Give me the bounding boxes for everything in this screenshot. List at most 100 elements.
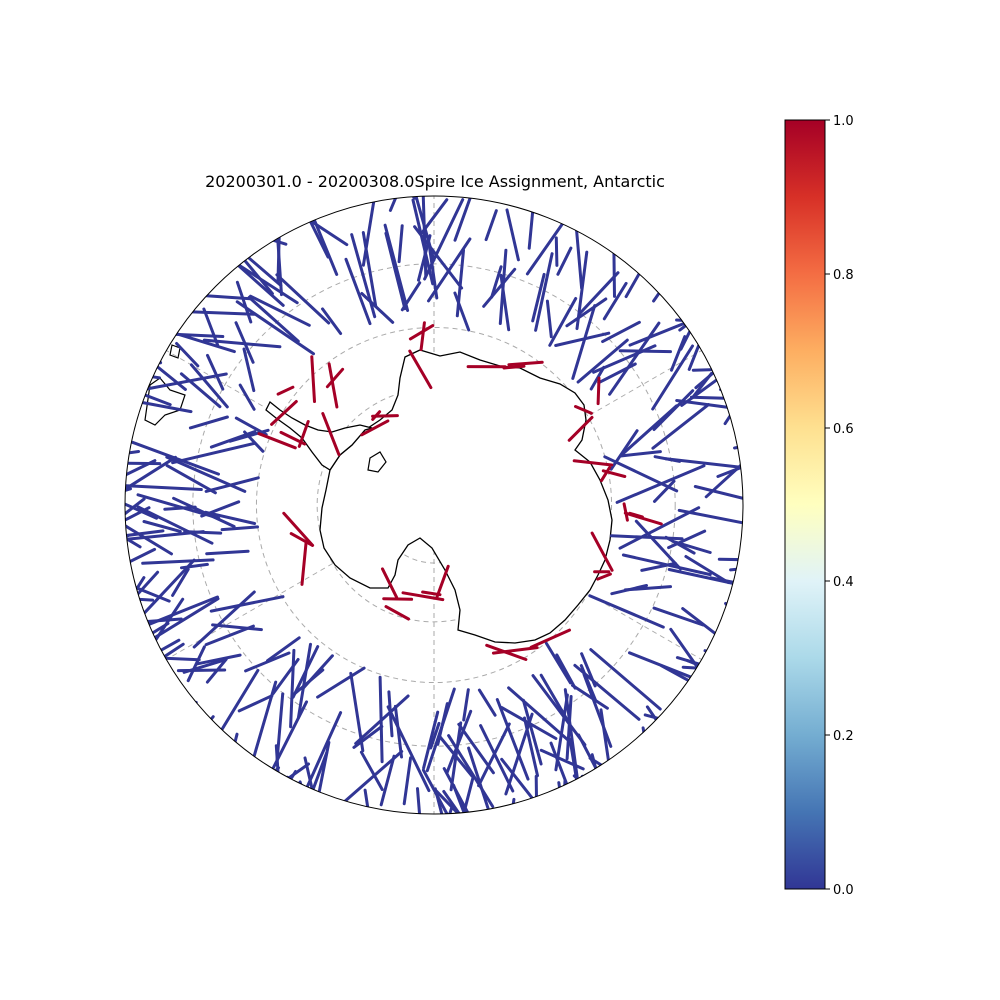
ocean-track (125, 642, 185, 697)
ice-track (382, 597, 414, 601)
ocean-track (693, 485, 743, 509)
ocean-track (354, 694, 410, 745)
ocean-track (621, 553, 712, 577)
ocean-track (523, 716, 539, 778)
ocean-track (171, 567, 190, 597)
ocean-track (557, 781, 568, 814)
ocean-track (182, 658, 226, 674)
ocean-track (361, 231, 378, 308)
ocean-track (453, 196, 484, 242)
ocean-track (386, 705, 431, 793)
ice-track (257, 432, 297, 450)
ocean-track (539, 748, 585, 771)
ocean-track (321, 307, 343, 335)
ocean-track (402, 756, 413, 806)
ice-track (408, 349, 433, 390)
ocean-track (505, 208, 520, 262)
ocean-track (275, 273, 331, 325)
ocean-track (573, 663, 641, 721)
ice-track (628, 511, 644, 519)
ocean-track (142, 520, 182, 533)
ocean-track (237, 694, 274, 713)
ocean-track (55, 471, 119, 515)
ice-track (371, 410, 382, 421)
ocean-track (136, 505, 214, 545)
ocean-track (125, 534, 130, 543)
ocean-track (593, 773, 676, 802)
ocean-track (544, 641, 572, 685)
ocean-track (554, 236, 559, 267)
ice-track (491, 646, 539, 655)
ocean-track (559, 779, 567, 814)
ocean-track (397, 224, 404, 264)
ice-track (279, 430, 307, 446)
ocean-track (125, 500, 159, 520)
ocean-track (234, 321, 255, 364)
ocean-track (576, 338, 629, 384)
ocean-track (189, 363, 229, 409)
ice-track (572, 459, 614, 467)
ocean-track (125, 455, 177, 504)
ocean-track (467, 746, 497, 814)
ocean-track (677, 508, 743, 529)
ice-track (419, 321, 426, 352)
ocean-track (490, 265, 503, 299)
ocean-track (670, 335, 687, 372)
ocean-track (206, 353, 225, 391)
ocean-track (442, 767, 477, 814)
ice-track (502, 364, 526, 370)
ice-track (408, 324, 435, 341)
ocean-track (521, 698, 543, 766)
ice-track (310, 355, 316, 403)
ocean-track (266, 636, 301, 663)
ocean-track (479, 724, 515, 793)
island-coast-2 (169, 344, 181, 359)
ocean-track (484, 209, 498, 242)
ocean-track (175, 342, 200, 368)
ocean-track (557, 801, 562, 814)
ocean-track (421, 768, 466, 814)
ice-track (507, 360, 544, 367)
ocean-track (363, 788, 379, 814)
ocean-track (205, 657, 228, 684)
colorbar-tick-label: 0.2 (833, 729, 854, 744)
ocean-track (691, 367, 743, 372)
ocean-track (651, 344, 694, 411)
ocean-track (249, 294, 311, 327)
ice-shelf-lobe (367, 451, 387, 473)
ocean-track (565, 695, 573, 761)
chart-title: 20200301.0 - 20200308.0Spire Ice Assignm… (205, 172, 665, 191)
ocean-track (152, 656, 201, 662)
ocean-track (607, 208, 676, 247)
ocean-track (271, 658, 300, 695)
ocean-track (507, 686, 570, 742)
ice-track (327, 362, 339, 409)
ocean-track (634, 519, 682, 571)
ocean-track (575, 250, 589, 331)
ocean-track (257, 775, 289, 803)
ice-track (567, 415, 594, 442)
ocean-track (165, 464, 217, 495)
ocean-track (749, 429, 785, 467)
ocean-track (125, 483, 203, 491)
colorbar-tick-label: 0.6 (833, 422, 854, 437)
ocean-track (675, 399, 732, 410)
ocean-track (301, 654, 334, 691)
ocean-track (359, 750, 384, 791)
ocean-track (684, 555, 730, 584)
longitude-gridline (166, 504, 435, 660)
ocean-track (136, 732, 207, 760)
ocean-track (504, 797, 516, 814)
ocean-track (125, 365, 161, 380)
ocean-track (316, 666, 366, 699)
ocean-track (126, 325, 152, 365)
ocean-track (619, 450, 662, 458)
ocean-track (453, 291, 471, 332)
ocean-track (242, 347, 256, 393)
ocean-track (205, 549, 250, 556)
ice-track (384, 605, 410, 621)
ocean-track (125, 576, 146, 633)
ocean-track (675, 318, 743, 327)
ocean-track (442, 790, 467, 814)
